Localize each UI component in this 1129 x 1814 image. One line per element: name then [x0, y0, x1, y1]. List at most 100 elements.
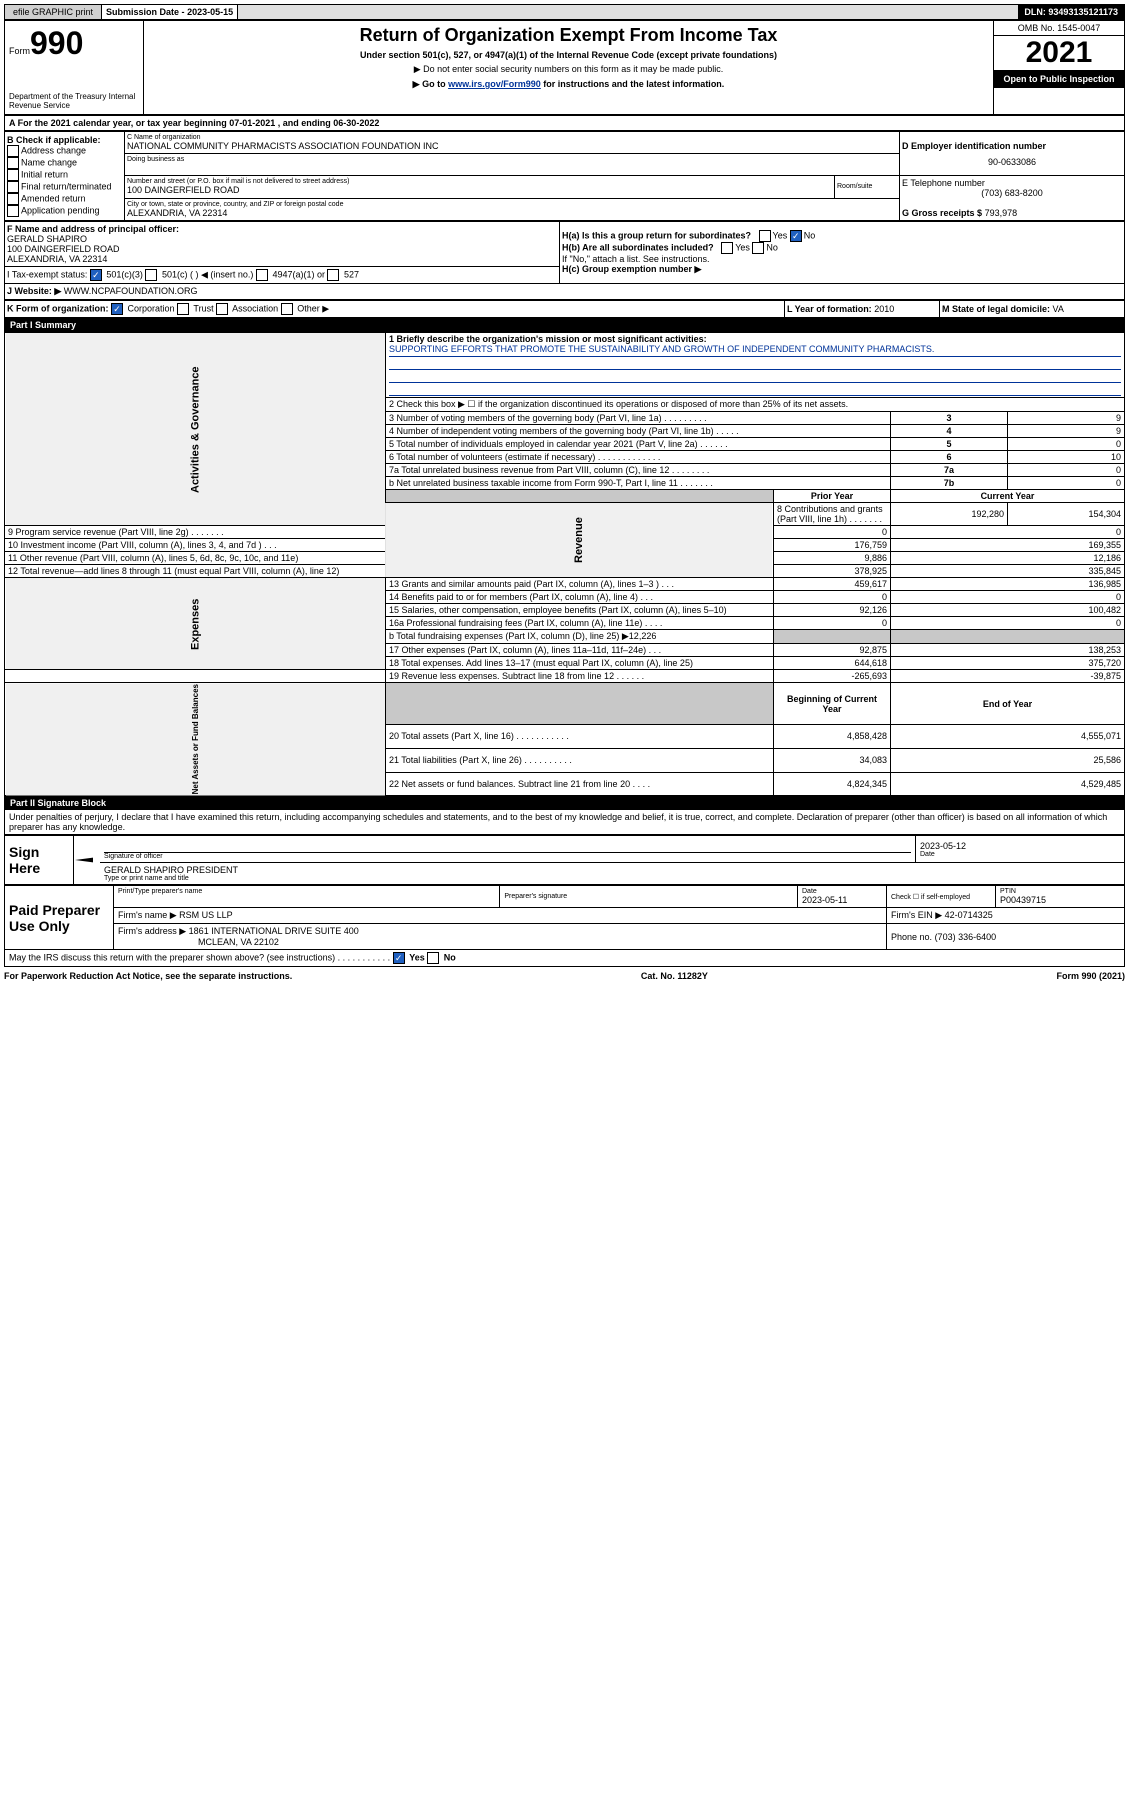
street-label: Number and street (or P.O. box if mail i…: [127, 178, 832, 185]
self-employed-check: Check ☐ if self-employed: [887, 886, 996, 908]
checkbox-final-return[interactable]: [7, 181, 19, 193]
website-value: WWW.NCPAFOUNDATION.ORG: [64, 286, 198, 296]
checkbox-501c[interactable]: [145, 269, 157, 281]
vert-governance: Activities & Governance: [5, 333, 386, 526]
mission-text: SUPPORTING EFFORTS THAT PROMOTE THE SUST…: [389, 344, 1121, 357]
irs-link[interactable]: www.irs.gov/Form990: [448, 79, 541, 89]
checkbox-hb-yes[interactable]: [721, 242, 733, 254]
paid-preparer-block: Paid Preparer Use Only Print/Type prepar…: [4, 885, 1125, 950]
footer-mid: Cat. No. 11282Y: [641, 971, 708, 981]
year-formation: 2010: [874, 304, 894, 314]
box-ha: H(a) Is this a group return for subordin…: [562, 230, 1122, 242]
tax-year: 2021: [994, 36, 1124, 70]
checkbox-address-change[interactable]: [7, 145, 19, 157]
phone-value: (703) 683-8200: [902, 188, 1122, 198]
firm-addr1: 1861 INTERNATIONAL DRIVE SUITE 400: [189, 926, 359, 936]
checkbox-other[interactable]: [281, 303, 293, 315]
form-label: Form: [9, 46, 30, 56]
box-g-label: G Gross receipts $: [902, 208, 982, 218]
form-header: Form990 Department of the Treasury Inter…: [4, 20, 1125, 115]
dln-label: DLN: 93493135121173: [1018, 5, 1124, 19]
boy-hdr: Beginning of Current Year: [774, 683, 891, 725]
city-label: City or town, state or province, country…: [127, 201, 897, 208]
street-value: 100 DAINGERFIELD ROAD: [127, 185, 832, 195]
box-hc: H(c) Group exemption number ▶: [562, 264, 1122, 275]
box-k-label: K Form of organization:: [7, 303, 109, 313]
val-7a: 0: [1008, 464, 1125, 477]
line-2: 2 Check this box ▶ ☐ if the organization…: [385, 398, 1124, 412]
part2-header: Part II Signature Block: [4, 796, 1125, 810]
gross-receipts-value: 793,978: [985, 208, 1018, 218]
checkbox-527[interactable]: [327, 269, 339, 281]
form-subtitle: Under section 501(c), 527, or 4947(a)(1)…: [148, 50, 989, 60]
officer-addr2: ALEXANDRIA, VA 22314: [7, 254, 557, 264]
rev-8-prior: 192,280: [891, 503, 1008, 526]
officer-name-title: GERALD SHAPIRO PRESIDENT: [104, 865, 1120, 875]
prep-date: 2023-05-11: [802, 895, 882, 905]
firm-phone: (703) 336-6400: [935, 932, 997, 942]
checkbox-ha-no[interactable]: ✓: [790, 230, 802, 242]
form-note-2: ▶ Go to www.irs.gov/Form990 for instruct…: [148, 79, 989, 90]
checkbox-501c3[interactable]: ✓: [90, 269, 102, 281]
vert-netassets: Net Assets or Fund Balances: [5, 683, 386, 796]
val-7b: 0: [1008, 477, 1125, 490]
part1-header: Part I Summary: [4, 318, 1125, 332]
top-bar: efile GRAPHIC print Submission Date - 20…: [4, 4, 1125, 20]
sign-arrow-icon: [75, 858, 93, 863]
box-hb-note: If "No," attach a list. See instructions…: [562, 254, 1122, 264]
omb-label: OMB No. 1545-0047: [994, 21, 1124, 36]
box-d-label: D Employer identification number: [902, 141, 1122, 151]
room-label: Room/suite: [837, 183, 897, 190]
form-org-row: K Form of organization: ✓ Corporation Tr…: [4, 300, 1125, 318]
val-4: 9: [1008, 425, 1125, 438]
officer-addr1: 100 DAINGERFIELD ROAD: [7, 244, 557, 254]
checkbox-ha-yes[interactable]: [759, 230, 771, 242]
city-value: ALEXANDRIA, VA 22314: [127, 208, 897, 218]
page-footer: For Paperwork Reduction Act Notice, see …: [4, 967, 1125, 981]
val-3: 9: [1008, 412, 1125, 425]
box-c-label: C Name of organization: [127, 134, 897, 141]
open-inspection-badge: Open to Public Inspection: [994, 70, 1124, 88]
val-6: 10: [1008, 451, 1125, 464]
box-hb: H(b) Are all subordinates included? Yes …: [562, 242, 1122, 254]
summary-table: Activities & Governance 1 Briefly descri…: [4, 332, 1125, 796]
officer-name: GERALD SHAPIRO: [7, 234, 557, 244]
checkbox-name-change[interactable]: [7, 157, 19, 169]
officer-exempt-block: F Name and address of principal officer:…: [4, 221, 1125, 300]
efile-print-button[interactable]: efile GRAPHIC print: [5, 5, 102, 19]
submission-date-label: Submission Date - 2023-05-15: [102, 5, 238, 19]
box-i-label: I Tax-exempt status:: [7, 269, 87, 279]
checkbox-hb-no[interactable]: [752, 242, 764, 254]
eoy-hdr: End of Year: [891, 683, 1125, 725]
form-number: 990: [30, 25, 83, 61]
form-note-1: ▶ Do not enter social security numbers o…: [148, 64, 989, 75]
identification-block: B Check if applicable: Address change Na…: [4, 131, 1125, 221]
vert-revenue: Revenue: [385, 503, 773, 578]
ein-value: 90-0633086: [902, 157, 1122, 167]
checkbox-pending[interactable]: [7, 205, 19, 217]
footer-left: For Paperwork Reduction Act Notice, see …: [4, 971, 292, 981]
mission-label: 1 Briefly describe the organization's mi…: [389, 334, 1121, 344]
checkbox-assoc[interactable]: [216, 303, 228, 315]
rev-8-curr: 154,304: [1008, 503, 1125, 526]
org-name: NATIONAL COMMUNITY PHARMACISTS ASSOCIATI…: [127, 141, 897, 151]
checkbox-discuss-yes[interactable]: ✓: [393, 952, 405, 964]
state-domicile: VA: [1053, 304, 1064, 314]
checkbox-amended[interactable]: [7, 193, 19, 205]
checkbox-corp[interactable]: ✓: [111, 303, 123, 315]
ptin-value: P00439715: [1000, 895, 1120, 905]
current-year-hdr: Current Year: [891, 490, 1125, 503]
sig-officer-label: Signature of officer: [104, 853, 911, 860]
checkbox-trust[interactable]: [177, 303, 189, 315]
dba-label: Doing business as: [127, 156, 897, 163]
form-title: Return of Organization Exempt From Incom…: [148, 25, 989, 46]
checkbox-discuss-no[interactable]: [427, 952, 439, 964]
box-j-label: J Website: ▶: [7, 286, 61, 296]
box-b-label: B Check if applicable:: [7, 135, 122, 145]
checkbox-initial-return[interactable]: [7, 169, 19, 181]
firm-ein: 42-0714325: [945, 910, 993, 920]
checkbox-4947[interactable]: [256, 269, 268, 281]
tax-period-row: A For the 2021 calendar year, or tax yea…: [4, 115, 1125, 131]
prior-year-hdr: Prior Year: [774, 490, 891, 503]
discuss-row: May the IRS discuss this return with the…: [4, 950, 1125, 967]
